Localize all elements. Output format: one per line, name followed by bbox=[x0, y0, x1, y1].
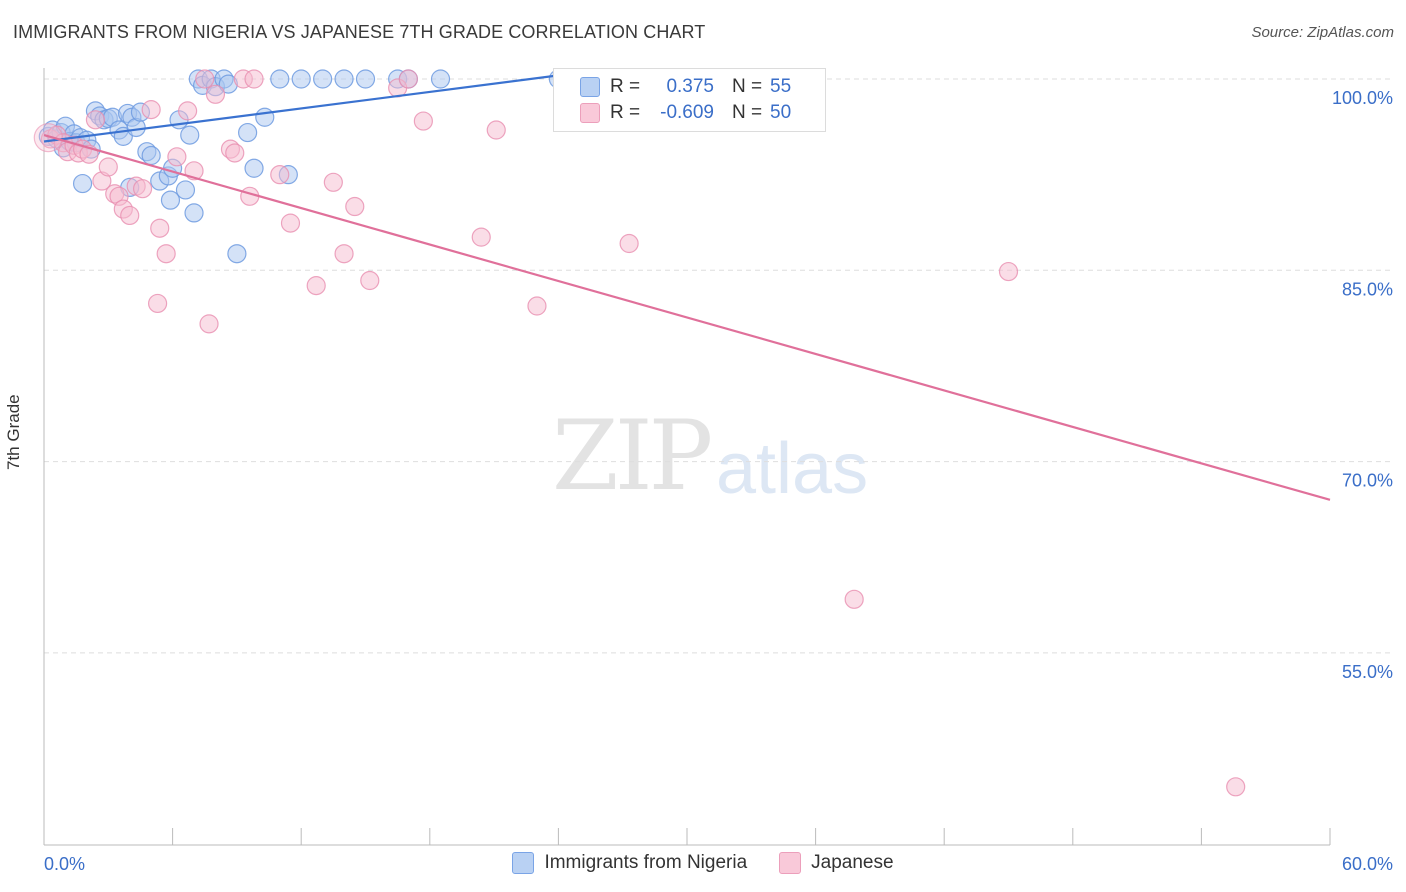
legend-n-value: 50 bbox=[770, 102, 792, 123]
data-point-japanese bbox=[141, 100, 161, 120]
data-point-nigeria bbox=[160, 190, 181, 210]
data-point-japanese bbox=[225, 143, 245, 163]
legend-label-nigeria: Immigrants from Nigeria bbox=[544, 852, 748, 873]
data-point-japanese bbox=[167, 147, 187, 167]
legend-n-label: N = bbox=[732, 102, 763, 123]
data-point-nigeria bbox=[141, 145, 161, 166]
legend-r-value: 0.375 bbox=[666, 76, 714, 97]
data-point-japanese bbox=[150, 218, 170, 238]
data-point-nigeria bbox=[72, 173, 93, 194]
legend-n-label: N = bbox=[732, 76, 763, 97]
data-point-japanese bbox=[619, 233, 639, 254]
data-point-japanese bbox=[398, 69, 418, 89]
tick-labels: 100.0% 85.0% 70.0% 55.0% 0.0% 60.0% bbox=[44, 88, 1393, 874]
legend-r-value: -0.609 bbox=[660, 102, 714, 123]
chart-source: Source: ZipAtlas.com bbox=[1251, 24, 1394, 41]
trendline-nigeria bbox=[43, 71, 580, 143]
data-point-nigeria bbox=[238, 122, 258, 143]
correlation-legend: R = 0.375 N = 55 R = -0.609 N = 50 bbox=[553, 68, 826, 132]
legend-label-japanese: Japanese bbox=[811, 852, 894, 873]
data-point-japanese bbox=[360, 270, 380, 291]
watermark-zip: ZIP bbox=[552, 400, 713, 512]
legend-r-label: R = bbox=[610, 102, 641, 123]
trendline-japanese bbox=[43, 134, 1331, 501]
data-point-nigeria bbox=[270, 69, 290, 89]
data-point-japanese bbox=[147, 293, 168, 314]
data-point-japanese bbox=[132, 179, 153, 199]
legend-swatch-nigeria bbox=[512, 852, 535, 874]
data-point-japanese bbox=[334, 244, 354, 264]
data-point-nigeria bbox=[291, 69, 311, 89]
data-point-japanese bbox=[471, 227, 491, 247]
data-point-japanese bbox=[178, 101, 198, 121]
legend-n-value: 55 bbox=[770, 76, 792, 97]
data-point-japanese bbox=[156, 244, 176, 264]
legend-swatch-japanese bbox=[779, 852, 802, 874]
y-tick-label: 55.0% bbox=[1342, 662, 1393, 682]
y-tick-label: 85.0% bbox=[1342, 279, 1393, 299]
data-point-japanese bbox=[33, 123, 63, 153]
data-point-japanese bbox=[280, 213, 301, 233]
data-point-japanese bbox=[270, 165, 290, 185]
trend-lines bbox=[43, 71, 1331, 501]
legend-swatch-japanese bbox=[580, 103, 600, 123]
legend-item-nigeria[interactable]: Immigrants from Nigeria bbox=[512, 852, 747, 874]
data-point-japanese bbox=[85, 110, 106, 130]
x-tick-label: 0.0% bbox=[44, 854, 85, 874]
data-point-nigeria bbox=[313, 69, 333, 89]
data-point-japanese bbox=[844, 589, 864, 609]
data-point-nigeria bbox=[355, 69, 376, 89]
data-point-japanese bbox=[195, 69, 215, 89]
series-legend: Immigrants from Nigeria Japanese bbox=[0, 852, 1406, 874]
data-point-japanese bbox=[306, 276, 326, 296]
chart-title: IMMIGRANTS FROM NIGERIA VS JAPANESE 7TH … bbox=[13, 22, 706, 42]
legend-r-label: R = bbox=[610, 76, 641, 97]
legend-item-japanese[interactable]: Japanese bbox=[779, 852, 894, 874]
y-tick-label: 100.0% bbox=[1332, 88, 1393, 108]
watermark-atlas: atlas bbox=[716, 429, 869, 509]
data-point-nigeria bbox=[175, 180, 196, 200]
legend-swatch-nigeria bbox=[580, 77, 600, 97]
legend-row-japanese: R = -0.609 N = 50 bbox=[580, 100, 791, 126]
data-point-japanese bbox=[98, 157, 118, 177]
data-point-nigeria bbox=[244, 158, 264, 178]
legend-row-nigeria: R = 0.375 N = 55 bbox=[580, 74, 791, 100]
y-tick-label: 70.0% bbox=[1342, 471, 1393, 491]
data-point-japanese bbox=[413, 111, 433, 131]
data-point-japanese bbox=[527, 296, 547, 316]
data-point-nigeria bbox=[255, 107, 275, 127]
axes bbox=[43, 68, 1331, 846]
data-point-japanese bbox=[998, 261, 1019, 282]
data-point-japanese bbox=[323, 172, 343, 192]
data-point-japanese bbox=[244, 69, 264, 89]
data-point-nigeria bbox=[430, 69, 451, 89]
data-point-nigeria bbox=[334, 69, 354, 89]
data-point-japanese bbox=[199, 314, 219, 334]
data-point-nigeria bbox=[180, 125, 200, 145]
x-tick-label: 60.0% bbox=[1342, 854, 1393, 874]
data-point-japanese bbox=[120, 205, 140, 226]
data-point-japanese bbox=[205, 84, 226, 104]
data-point-japanese bbox=[1226, 777, 1246, 797]
series-japanese-points bbox=[33, 69, 1246, 797]
data-point-japanese bbox=[486, 120, 506, 140]
data-point-nigeria bbox=[227, 244, 247, 264]
data-point-japanese bbox=[345, 196, 365, 217]
data-point-nigeria bbox=[184, 203, 204, 223]
